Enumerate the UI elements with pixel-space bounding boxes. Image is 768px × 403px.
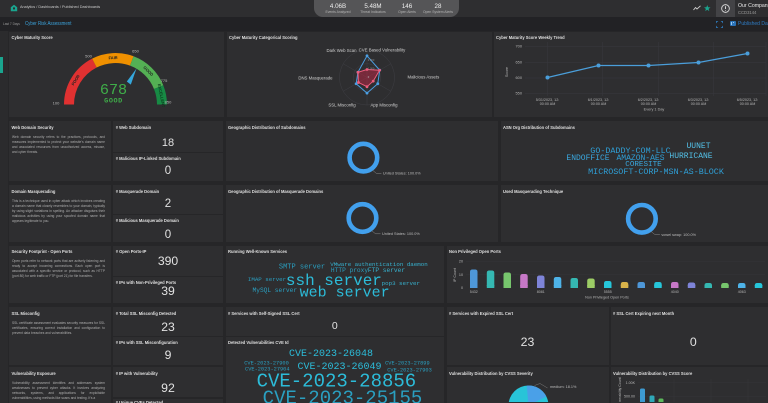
svg-text:CVE Based Vulnerability: CVE Based Vulnerability — [358, 47, 406, 52]
svg-text:5555: 5555 — [603, 290, 611, 294]
svg-text:775: 775 — [161, 78, 168, 83]
svg-text:App Misconfig: App Misconfig — [370, 102, 398, 107]
svg-text:5432: 5432 — [469, 290, 477, 294]
svg-text:POOR: POOR — [70, 73, 81, 86]
svg-text:00:00 AM: 00:00 AM — [690, 102, 706, 106]
svg-text:6/3/2023, 12:: 6/3/2023, 12: — [687, 97, 709, 101]
svg-text:DNS Masquerade: DNS Masquerade — [298, 75, 333, 80]
svg-text:4040: 4040 — [670, 290, 678, 294]
svg-text:850: 850 — [165, 99, 172, 104]
svg-text:1.00K: 1.00K — [625, 381, 635, 385]
svg-text:Non Privileged Open Ports: Non Privileged Open Ports — [585, 295, 629, 299]
svg-text:00:00 AM: 00:00 AM — [590, 102, 606, 106]
svg-text:0: 0 — [367, 75, 369, 79]
svg-text:00:00 AM: 00:00 AM — [539, 102, 555, 106]
svg-text:650: 650 — [515, 59, 522, 64]
svg-text:500.00: 500.00 — [624, 395, 635, 399]
svg-text:Score: Score — [504, 66, 509, 76]
svg-text:United States: 100.0%: United States: 100.0% — [382, 172, 420, 176]
svg-text:700: 700 — [515, 43, 522, 48]
svg-text:4063: 4063 — [737, 290, 745, 294]
svg-text:Every 1 Day: Every 1 Day — [643, 107, 664, 111]
svg-text:0: 0 — [460, 286, 462, 290]
svg-text:600: 600 — [515, 75, 522, 80]
svg-text:6/2/2023, 12:: 6/2/2023, 12: — [637, 97, 659, 101]
svg-text:Malicious Assets: Malicious Assets — [407, 74, 439, 79]
svg-text:500: 500 — [85, 53, 92, 58]
svg-text:650: 650 — [132, 48, 139, 53]
svg-text:6/1/2023, 12:: 6/1/2023, 12: — [587, 97, 609, 101]
svg-text:medium: 18.1%: medium: 18.1% — [550, 385, 577, 389]
svg-text:Dark Web Scan: Dark Web Scan — [326, 48, 357, 53]
svg-text:FAIR: FAIR — [108, 54, 117, 59]
svg-text:GOOD: GOOD — [104, 97, 123, 105]
svg-text:2.000: 2.000 — [367, 58, 374, 62]
svg-text:6/5/2023, 12:: 6/5/2023, 12: — [736, 97, 758, 101]
svg-text:vowel swap: 100.0%: vowel swap: 100.0% — [661, 233, 696, 237]
svg-text:678: 678 — [100, 81, 127, 99]
svg-text:20: 20 — [458, 259, 462, 263]
svg-text:8081: 8081 — [536, 290, 544, 294]
svg-text:EXCELLENT: EXCELLENT — [157, 83, 167, 108]
svg-text:United States: 100.0%: United States: 100.0% — [382, 232, 420, 236]
svg-text:5/31/2023, 12:: 5/31/2023, 12: — [535, 97, 559, 101]
svg-text:IP Count: IP Count — [453, 268, 457, 282]
svg-text:10: 10 — [458, 272, 462, 276]
svg-text:SSL Misconfig: SSL Misconfig — [328, 102, 356, 107]
svg-text:100: 100 — [53, 100, 60, 105]
svg-text:550: 550 — [515, 90, 522, 95]
svg-text:1.000: 1.000 — [367, 66, 374, 70]
svg-text:Vulnerability Count: Vulnerability Count — [618, 377, 622, 402]
svg-text:00:00 AM: 00:00 AM — [640, 102, 656, 106]
svg-text:00:00 AM: 00:00 AM — [739, 102, 755, 106]
